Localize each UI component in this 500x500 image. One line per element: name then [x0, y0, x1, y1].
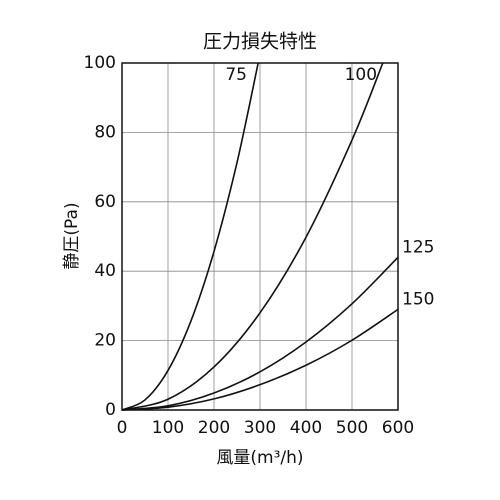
curve: [121, 62, 259, 411]
x-tick-label: 0: [117, 418, 128, 438]
y-tick-label: 20: [94, 331, 116, 351]
curve: [121, 308, 399, 411]
curve-label: 100: [345, 65, 377, 85]
curve: [121, 256, 399, 411]
curve-label: 150: [402, 289, 434, 309]
y-tick-label: 80: [94, 122, 116, 142]
x-tick-label: 400: [290, 418, 322, 438]
chart-title: 圧力損失特性: [203, 31, 317, 53]
y-tick-label: 0: [105, 400, 116, 420]
curve-label: 125: [402, 237, 434, 257]
y-tick-label: 60: [94, 192, 116, 212]
x-tick-label: 500: [336, 418, 368, 438]
curve: [121, 62, 384, 411]
x-axis-label: 風量(m³/h): [216, 448, 303, 468]
x-tick-label: 200: [198, 418, 230, 438]
y-tick-label: 100: [84, 53, 116, 73]
plot-frame: [121, 62, 399, 411]
x-tick-label: 100: [152, 418, 184, 438]
x-tick-label: 300: [244, 418, 276, 438]
x-tick-label: 600: [382, 418, 414, 438]
y-axis-label: 静圧(Pa): [62, 202, 82, 269]
y-tick-label: 40: [94, 261, 116, 281]
curve-label: 75: [225, 65, 247, 85]
